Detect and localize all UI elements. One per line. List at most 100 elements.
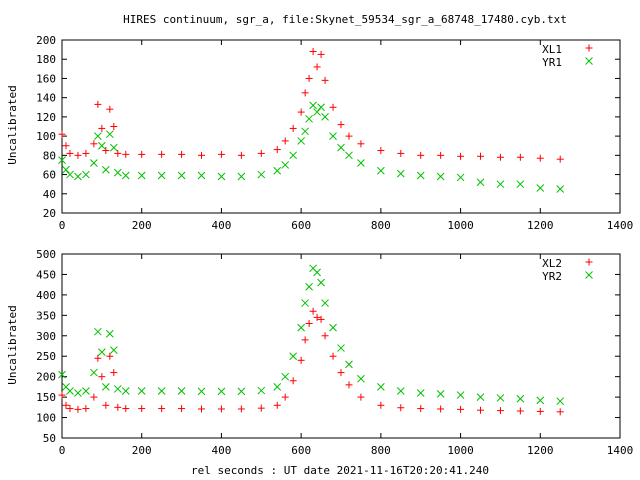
data-point-xl1 [289, 124, 297, 132]
data-point-xl2 [178, 405, 186, 413]
data-point-yr2 [516, 394, 525, 403]
legend-marker-xl1 [585, 44, 593, 52]
data-point-xl1 [337, 121, 345, 129]
x-tick-label: 1200 [527, 444, 554, 457]
data-point-xl1 [74, 151, 82, 159]
data-point-yr2 [74, 389, 82, 397]
data-point-xl1 [357, 140, 365, 148]
data-point-yr1 [121, 171, 130, 180]
data-point-xl2 [516, 407, 524, 415]
data-point-yr2 [556, 397, 565, 406]
data-point-xl2 [305, 320, 313, 328]
data-point-xl1 [329, 103, 337, 111]
data-point-yr1 [257, 170, 266, 179]
data-point-yr2 [98, 348, 106, 356]
data-point-xl1 [217, 150, 225, 158]
data-point-yr2 [496, 394, 505, 402]
y-tick-label: 350 [36, 309, 56, 322]
data-point-xl1 [114, 149, 122, 157]
data-point-xl2 [357, 393, 365, 401]
data-point-xl1 [317, 50, 325, 58]
data-points-2 [58, 264, 565, 416]
x-tick-label: 800 [371, 219, 391, 232]
data-point-yr2 [321, 299, 329, 307]
data-point-yr2 [297, 323, 305, 332]
data-point-xl1 [110, 123, 118, 130]
data-point-yr1 [101, 165, 110, 174]
y-tick-label: 40 [43, 188, 56, 201]
data-point-yr2 [105, 329, 114, 338]
x-tick-label: 1400 [607, 219, 634, 232]
data-point-yr1 [217, 172, 226, 181]
data-point-xl1 [417, 151, 425, 159]
data-point-yr1 [237, 172, 246, 181]
data-point-yr1 [317, 103, 325, 112]
data-point-yr2 [416, 389, 425, 397]
data-point-yr1 [377, 166, 385, 175]
data-point-yr2 [217, 387, 226, 396]
data-point-yr2 [301, 299, 309, 307]
data-point-xl1 [297, 108, 305, 116]
data-point-xl2 [477, 406, 484, 414]
data-point-yr1 [309, 101, 317, 110]
x-tick-label: 800 [371, 444, 391, 457]
data-point-xl1 [377, 147, 385, 155]
data-point-yr1 [157, 171, 166, 180]
data-point-xl1 [321, 76, 329, 84]
data-point-yr2 [305, 282, 313, 291]
legend-marker-xl2 [585, 258, 593, 266]
data-point-yr2 [476, 393, 485, 401]
data-point-xl2 [94, 354, 102, 362]
data-point-yr1 [329, 132, 337, 140]
data-point-yr2 [436, 389, 445, 398]
x-tick-label: 400 [211, 219, 231, 232]
data-point-xl1 [457, 152, 465, 160]
data-point-xl2 [198, 405, 205, 413]
axis-ticks-1: 0 200 400 600 800 1000 1200 1400 20 40 60 80 100 120 1… [36, 34, 633, 232]
data-point-yr1 [197, 171, 206, 180]
data-point-yr2 [337, 344, 345, 352]
data-point-yr2 [317, 278, 325, 287]
data-point-xl2 [313, 313, 321, 321]
data-point-xl1 [94, 100, 102, 108]
data-point-yr2 [536, 396, 545, 405]
data-point-yr1 [62, 165, 70, 174]
y-tick-label: 50 [43, 432, 56, 445]
data-point-xl1 [281, 137, 289, 145]
x-axis-label: rel seconds : UT date 2021-11-16T20:20:4… [191, 464, 489, 477]
data-point-yr1 [90, 159, 98, 167]
data-point-xl1 [98, 124, 106, 132]
x-tick-label: 1200 [527, 219, 554, 232]
data-point-xl1 [309, 48, 317, 56]
y-tick-label: 200 [36, 371, 56, 384]
data-point-yr2 [377, 383, 385, 391]
x-tick-label: 200 [132, 219, 152, 232]
x-tick-label: 600 [291, 444, 311, 457]
data-point-xl2 [114, 403, 122, 411]
data-point-xl1 [477, 152, 484, 160]
data-point-xl2 [273, 401, 281, 409]
legend-label-xl1: XL1 [542, 43, 562, 56]
plot-frame-1 [61, 39, 621, 214]
data-point-xl2 [98, 373, 106, 381]
data-point-yr2 [456, 391, 465, 399]
data-point-xl2 [110, 369, 118, 377]
axis-ticks-2: 0 200 400 600 800 1000 1200 1400 50 100 150 200 250 3… [36, 248, 633, 457]
data-point-xl1 [138, 150, 146, 158]
data-point-yr2 [66, 387, 74, 395]
y-tick-label: 100 [36, 130, 56, 143]
data-point-yr2 [157, 387, 166, 395]
data-point-yr1 [109, 143, 118, 152]
y-tick-label: 300 [36, 330, 56, 343]
x-tick-label: 200 [132, 444, 152, 457]
legend-label-yr2: YR2 [542, 270, 562, 283]
legend-marker-yr1 [585, 57, 593, 65]
x-tick-label: 1000 [447, 444, 474, 457]
data-point-xl1 [102, 147, 110, 155]
data-point-yr2 [101, 383, 110, 391]
y-tick-label: 200 [36, 34, 56, 47]
data-point-xl1 [313, 63, 321, 71]
data-point-yr2 [257, 386, 266, 395]
data-point-xl2 [257, 404, 265, 412]
data-point-yr1 [357, 159, 365, 167]
